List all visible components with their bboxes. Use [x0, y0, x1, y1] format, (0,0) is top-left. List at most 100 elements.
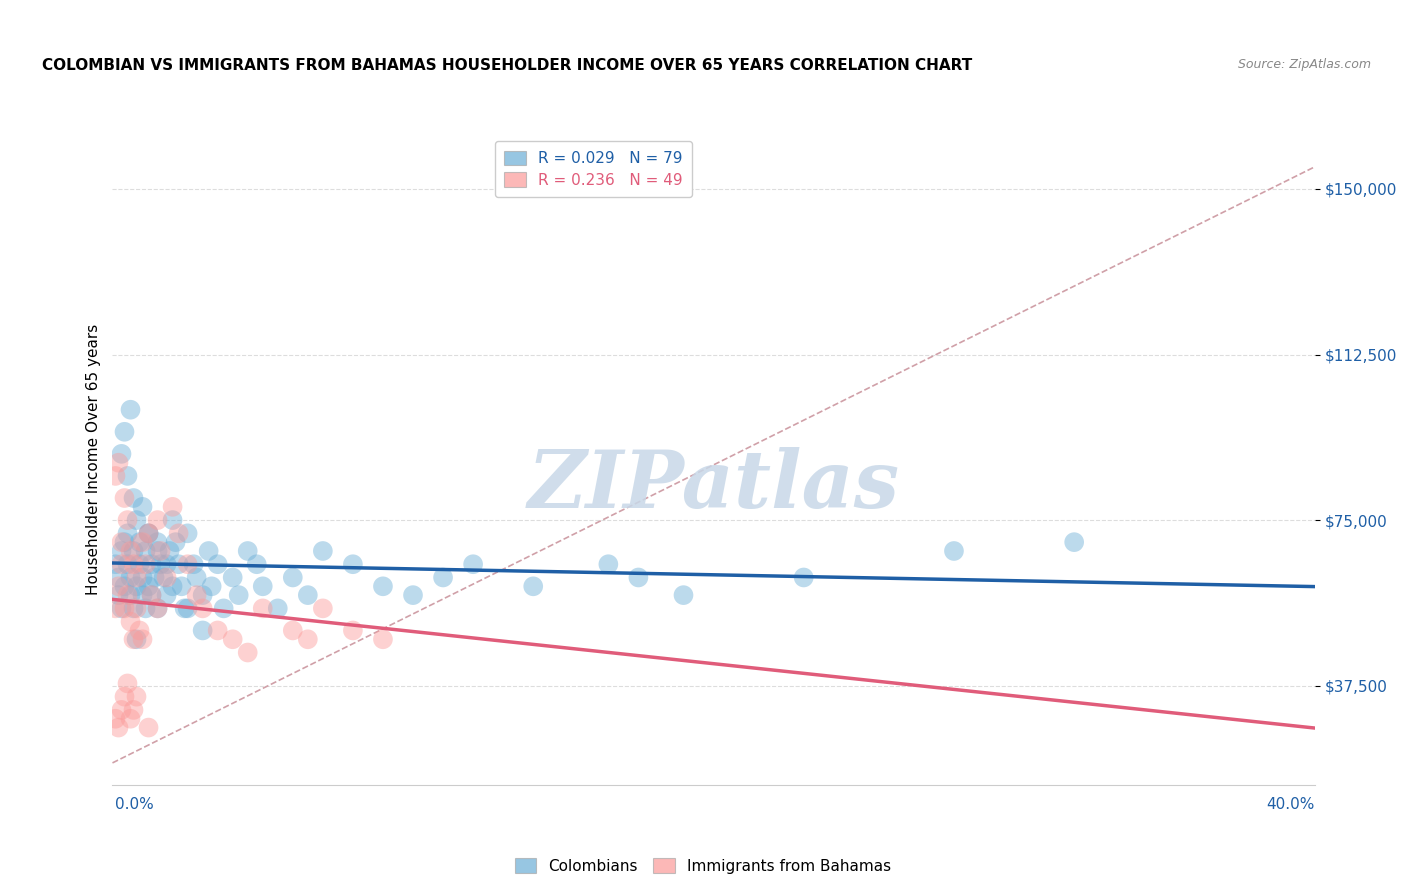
Point: [342, 624, 364, 638]
Point: [110, 558, 132, 572]
Point: [342, 558, 364, 572]
Point: [186, 570, 208, 584]
Point: [281, 624, 304, 638]
Point: [138, 579, 160, 593]
Point: [222, 570, 245, 584]
Point: [170, 579, 193, 593]
Text: COLOMBIAN VS IMMIGRANTS FROM BAHAMAS HOUSEHOLDER INCOME OVER 65 YEARS CORRELATIO: COLOMBIAN VS IMMIGRANTS FROM BAHAMAS HOU…: [42, 58, 973, 73]
Point: [207, 558, 229, 572]
Point: [107, 570, 129, 584]
Point: [131, 632, 153, 647]
Point: [146, 513, 169, 527]
Point: [128, 535, 150, 549]
Point: [114, 601, 136, 615]
Point: [162, 500, 184, 514]
Point: [146, 544, 169, 558]
Point: [114, 491, 136, 505]
Point: [128, 558, 150, 572]
Legend: Colombians, Immigrants from Bahamas: Colombians, Immigrants from Bahamas: [509, 852, 897, 880]
Point: [122, 632, 145, 647]
Text: ZIPatlas: ZIPatlas: [527, 447, 900, 524]
Text: 0.0%: 0.0%: [115, 797, 155, 812]
Point: [197, 544, 219, 558]
Point: [110, 447, 132, 461]
Text: Source: ZipAtlas.com: Source: ZipAtlas.com: [1237, 58, 1371, 71]
Point: [167, 526, 190, 541]
Point: [120, 402, 142, 417]
Point: [107, 588, 129, 602]
Point: [117, 676, 139, 690]
Point: [522, 579, 544, 593]
Point: [207, 624, 229, 638]
Point: [117, 588, 139, 602]
Point: [201, 579, 224, 593]
Point: [146, 601, 169, 615]
Point: [162, 579, 184, 593]
Point: [173, 601, 195, 615]
Point: [117, 469, 139, 483]
Point: [125, 601, 148, 615]
Point: [138, 526, 160, 541]
Text: 40.0%: 40.0%: [1267, 797, 1315, 812]
Point: [165, 535, 187, 549]
Point: [281, 570, 304, 584]
Point: [138, 526, 160, 541]
Point: [110, 544, 132, 558]
Point: [191, 588, 214, 602]
Point: [122, 558, 145, 572]
Point: [122, 703, 145, 717]
Point: [598, 558, 620, 572]
Point: [120, 570, 142, 584]
Point: [125, 632, 148, 647]
Point: [627, 570, 650, 584]
Point: [246, 558, 269, 572]
Point: [155, 570, 177, 584]
Point: [120, 544, 142, 558]
Point: [159, 544, 181, 558]
Point: [297, 632, 319, 647]
Point: [114, 425, 136, 439]
Point: [131, 570, 153, 584]
Point: [107, 579, 129, 593]
Point: [120, 615, 142, 629]
Point: [141, 588, 163, 602]
Point: [191, 601, 214, 615]
Point: [120, 588, 142, 602]
Point: [104, 469, 127, 483]
Point: [125, 570, 148, 584]
Point: [149, 558, 172, 572]
Point: [461, 558, 484, 572]
Point: [155, 558, 177, 572]
Point: [114, 535, 136, 549]
Point: [228, 588, 250, 602]
Point: [793, 570, 815, 584]
Point: [141, 588, 163, 602]
Point: [110, 601, 132, 615]
Point: [432, 570, 454, 584]
Point: [176, 601, 198, 615]
Point: [114, 579, 136, 593]
Point: [183, 558, 205, 572]
Point: [672, 588, 695, 602]
Point: [117, 513, 139, 527]
Point: [222, 632, 245, 647]
Point: [143, 570, 166, 584]
Point: [138, 526, 160, 541]
Point: [131, 500, 153, 514]
Point: [122, 544, 145, 558]
Point: [110, 535, 132, 549]
Point: [371, 579, 394, 593]
Point: [117, 558, 139, 572]
Point: [186, 588, 208, 602]
Point: [252, 601, 274, 615]
Point: [125, 513, 148, 527]
Point: [141, 558, 163, 572]
Point: [110, 703, 132, 717]
Point: [212, 601, 235, 615]
Point: [312, 601, 335, 615]
Point: [267, 601, 290, 615]
Point: [104, 601, 127, 615]
Point: [149, 544, 172, 558]
Point: [152, 570, 174, 584]
Point: [176, 558, 198, 572]
